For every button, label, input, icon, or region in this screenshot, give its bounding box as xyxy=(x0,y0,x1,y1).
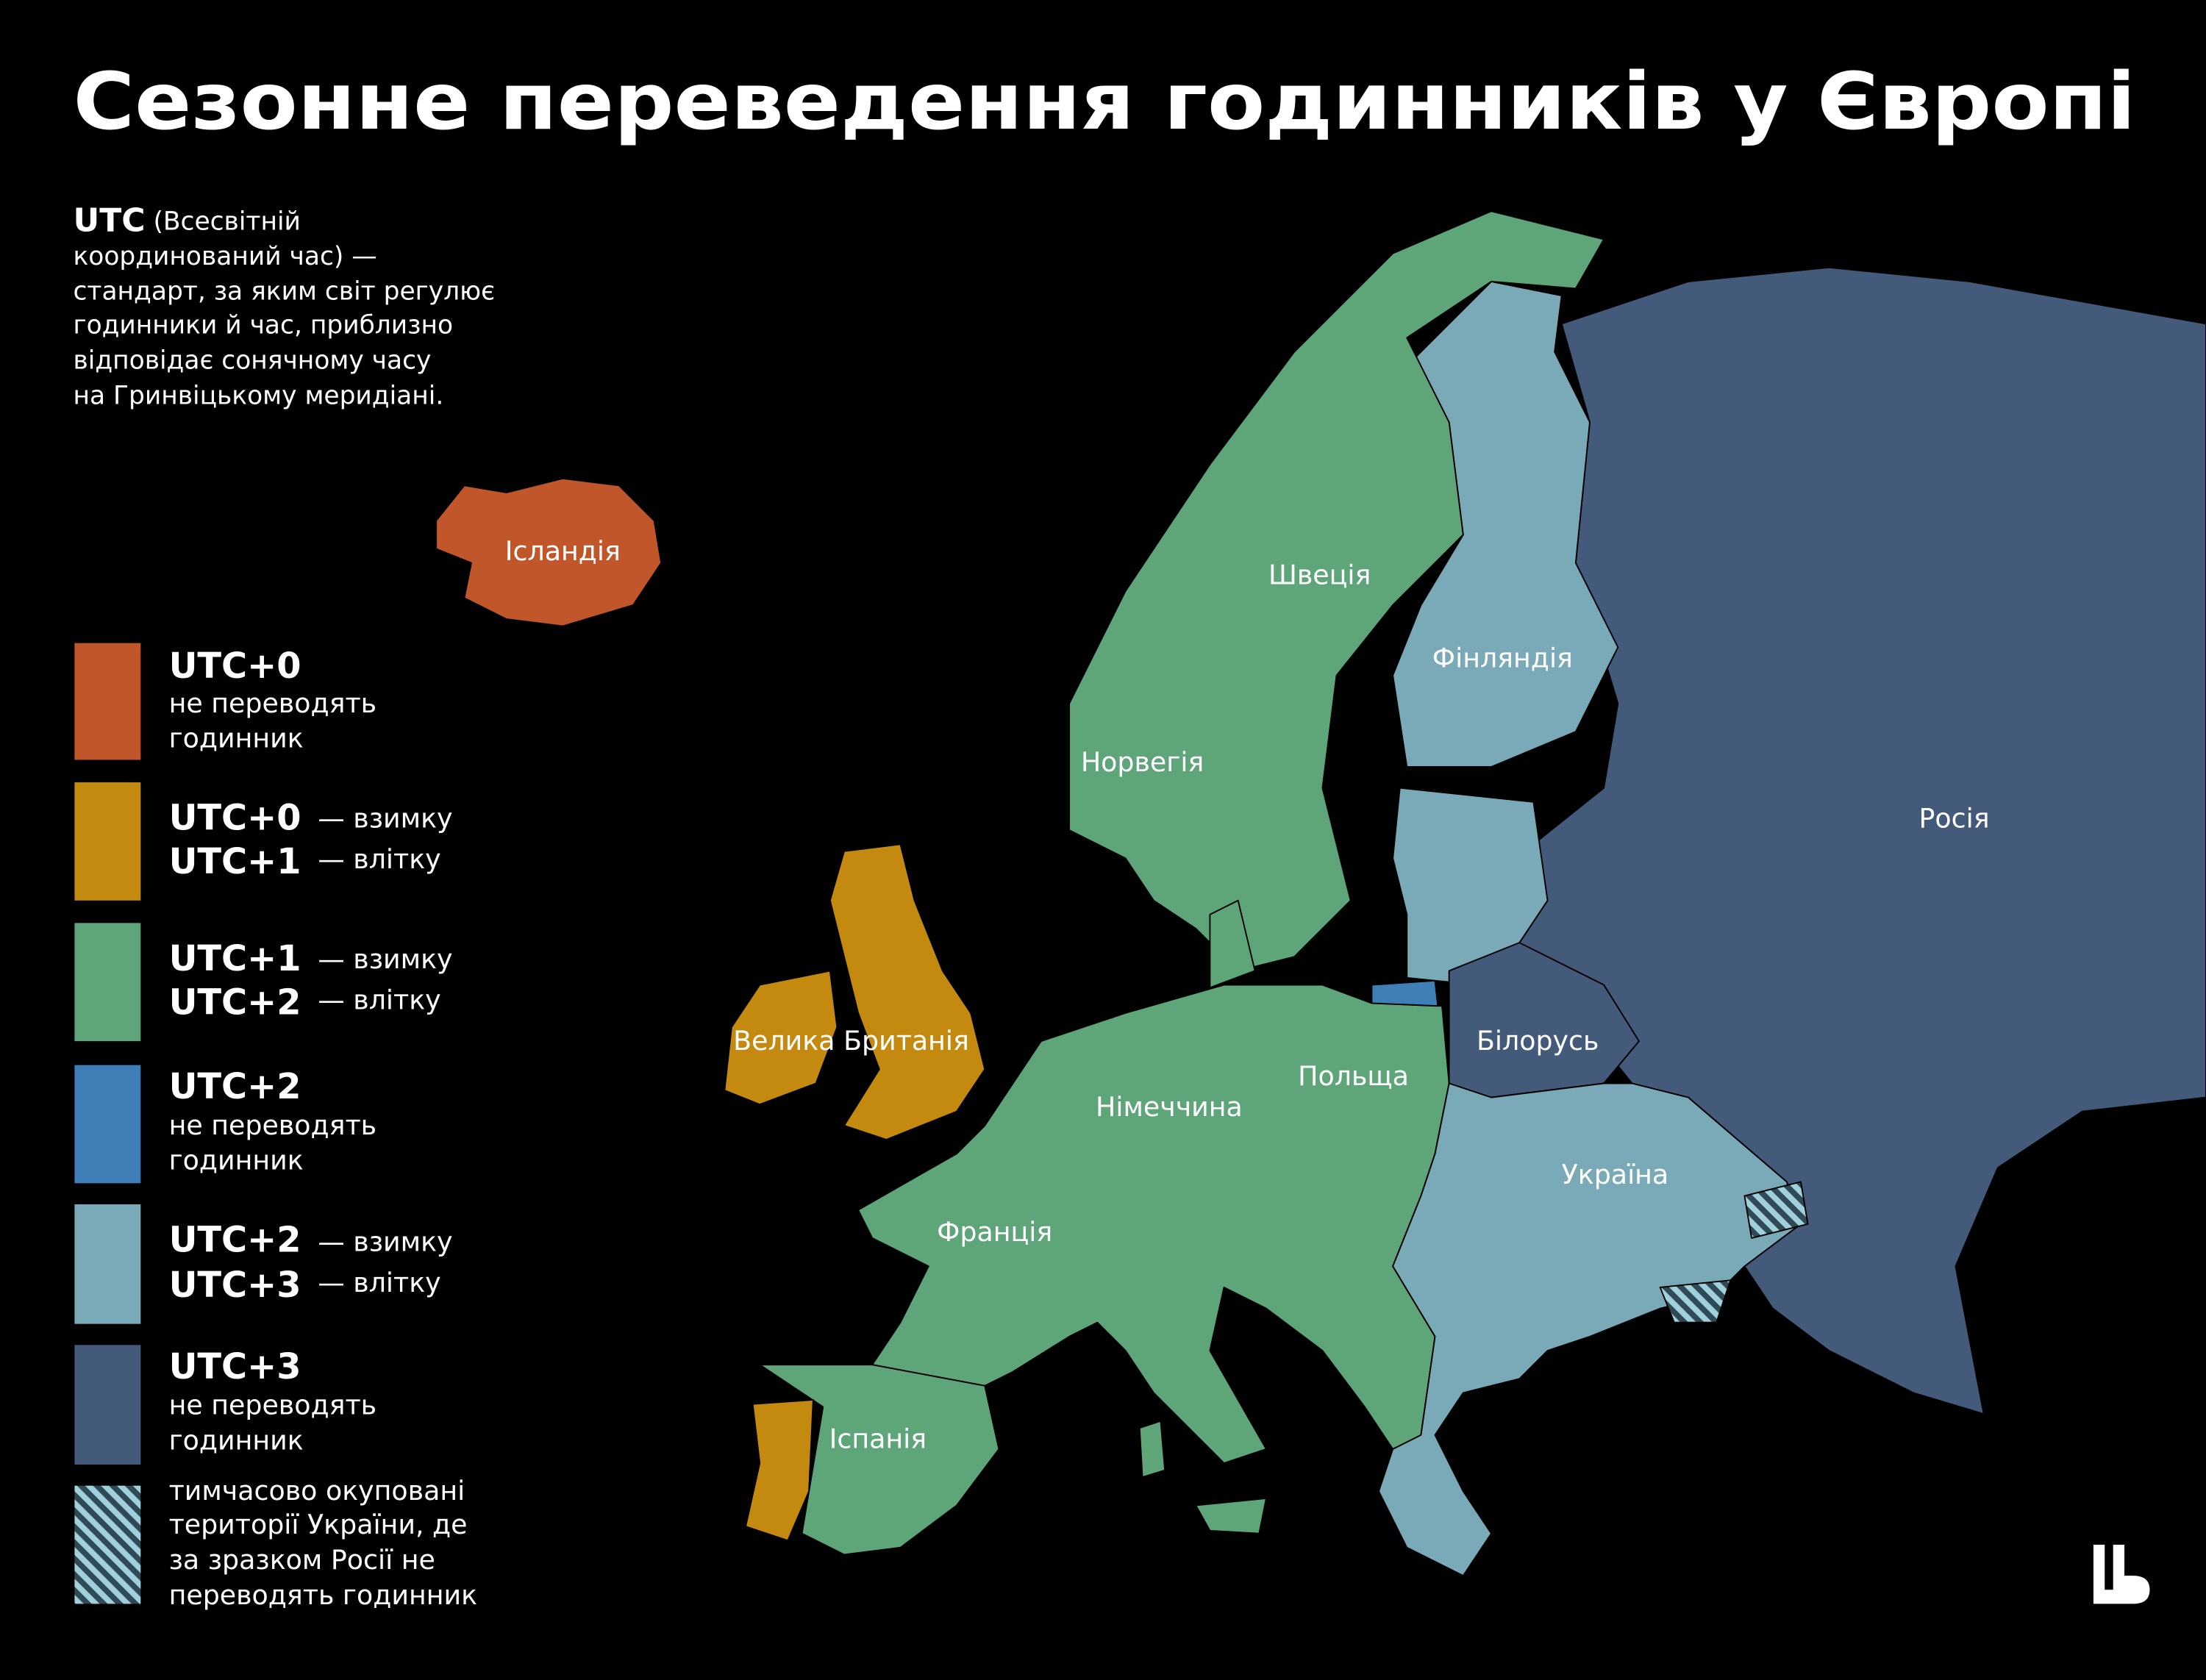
country-label: Польща xyxy=(1298,1060,1409,1092)
legend-note: — взимку xyxy=(318,1226,452,1258)
country-label: Швеція xyxy=(1268,560,1371,591)
legend-note: — влітку xyxy=(318,843,440,875)
legend-zone: UTC+1 xyxy=(169,939,301,979)
spain xyxy=(759,1364,1000,1556)
country-label: Норвегія xyxy=(1081,746,1204,778)
country-label: Білорусь xyxy=(1477,1025,1599,1057)
intro-text: (Всесвітній xyxy=(153,207,300,236)
kaliningrad xyxy=(1371,979,1439,1007)
legend-note: годинник xyxy=(169,1424,304,1456)
central-europe xyxy=(857,984,1450,1465)
legend-zone: UTC+1 xyxy=(169,842,301,882)
legend-zone: UTC+2 xyxy=(169,1220,301,1261)
occupied-east xyxy=(1743,1181,1809,1239)
legend-swatch xyxy=(74,782,141,901)
legend-note: переводять годинник xyxy=(169,1579,478,1611)
legend-note: годинник xyxy=(169,1145,304,1176)
legend-swatch xyxy=(74,923,141,1042)
legend-note: за зразком Росії не xyxy=(169,1544,435,1576)
legend-zone: UTC+0 xyxy=(169,646,301,687)
portugal xyxy=(745,1399,814,1542)
intro-line: годинники й час, приблизно xyxy=(73,311,453,340)
legend-note: не переводять xyxy=(169,1390,376,1421)
great-britain xyxy=(829,843,986,1140)
country-label: Франція xyxy=(937,1216,1052,1248)
country-label: Іспанія xyxy=(829,1423,927,1454)
legend-swatch xyxy=(74,1345,141,1465)
country-label: Німеччина xyxy=(1096,1091,1243,1123)
country-label: Росія xyxy=(1918,803,1989,834)
legend-note: — влітку xyxy=(318,984,440,1016)
legend-note: тимчасово окуповані xyxy=(169,1475,465,1506)
country-label: Україна xyxy=(1562,1159,1669,1190)
legend-swatch xyxy=(74,1204,141,1324)
legend-note: годинник xyxy=(169,723,304,754)
legend-swatch xyxy=(74,1065,141,1184)
ireland xyxy=(724,970,838,1106)
occupied-crimea xyxy=(1659,1279,1732,1323)
intro-line: UTC (Всесвітній xyxy=(73,202,300,240)
country-label: Фінляндія xyxy=(1432,643,1573,674)
legend-note: — взимку xyxy=(318,943,452,975)
sardinia xyxy=(1138,1420,1166,1479)
map xyxy=(435,210,2206,1577)
logo xyxy=(2093,1545,2150,1604)
legend-note: території України, де xyxy=(169,1509,468,1540)
title: Сезонне переведення годинників у Європі xyxy=(73,57,2135,148)
legend-note: не переводять xyxy=(169,687,376,719)
legend-zone: UTC+3 xyxy=(169,1347,301,1387)
south-east xyxy=(1378,1082,1802,1577)
intro-line: на Гринвіцькому меридіані. xyxy=(73,381,443,410)
intro-line: стандарт, за яким світ регулює xyxy=(73,277,495,307)
legend-note: не переводять xyxy=(169,1109,376,1141)
legend-swatch xyxy=(74,643,141,760)
country-label: Велика Британія xyxy=(733,1025,969,1057)
legend-zone: UTC+0 xyxy=(169,798,301,839)
legend-zone: UTC+2 xyxy=(169,1067,301,1107)
sicily xyxy=(1195,1497,1267,1534)
country-label: Ісландія xyxy=(505,535,621,567)
intro-term: UTC xyxy=(73,202,145,240)
legend-swatch xyxy=(74,1485,141,1604)
legend-zone: UTC+3 xyxy=(169,1265,301,1306)
denmark xyxy=(1209,899,1256,989)
intro-line: координований час) — xyxy=(73,242,376,271)
iceland xyxy=(435,477,663,627)
intro-line: відповідає сонячному часу xyxy=(73,346,431,375)
legend-zone: UTC+2 xyxy=(169,982,301,1023)
legend-note: — взимку xyxy=(318,803,452,834)
scandinavia xyxy=(1068,210,1605,972)
legend-note: — влітку xyxy=(318,1267,440,1298)
